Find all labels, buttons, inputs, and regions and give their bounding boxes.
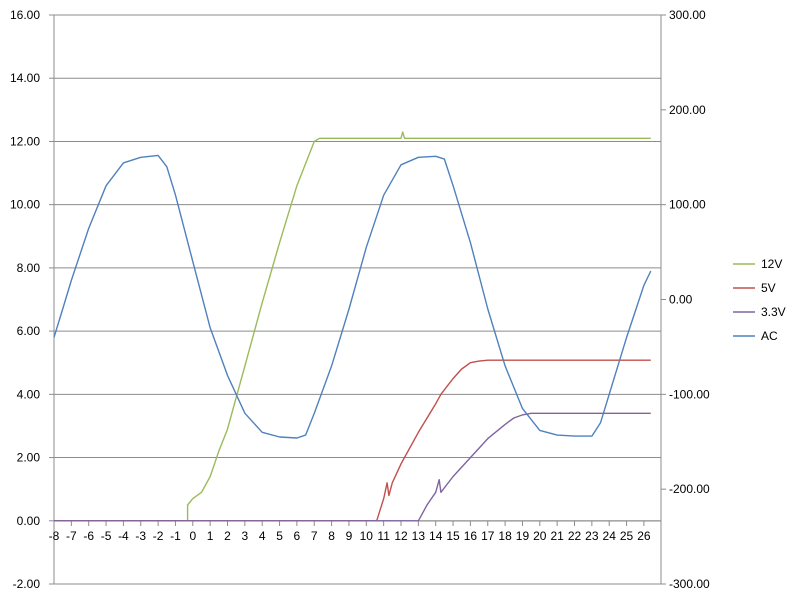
y-tick-label: 10.00 [10, 198, 40, 212]
x-tick-label: 9 [346, 529, 353, 543]
x-tick-label: 17 [481, 529, 495, 543]
x-tick-label: 1 [207, 529, 214, 543]
x-tick-label: -4 [118, 529, 129, 543]
x-tick-label: 11 [377, 529, 390, 543]
x-tick-label: 15 [446, 529, 460, 543]
x-tick-label: -5 [101, 529, 112, 543]
y-tick-label: 12.00 [10, 134, 40, 148]
y2-tick-label: -300.00 [669, 577, 710, 591]
series-lines [53, 131, 652, 522]
x-tick-label: 20 [533, 529, 547, 543]
x-tick-label: 13 [412, 529, 426, 543]
y2-tick-label: 0.00 [669, 293, 693, 307]
y-tick-label: 8.00 [17, 261, 41, 275]
x-tick-label: 3 [242, 529, 249, 543]
y-tick-label: 6.00 [17, 324, 41, 338]
x-tick-label: 16 [464, 529, 478, 543]
x-tick-label: 23 [585, 529, 599, 543]
x-tick-label: 24 [603, 529, 617, 543]
series-line-ac [53, 154, 652, 439]
x-tick-label: 14 [429, 529, 443, 543]
y-tick-label: 4.00 [17, 387, 41, 401]
x-tick-label: 4 [259, 529, 266, 543]
x-tick-label: 7 [311, 529, 318, 543]
y-tick-label: 14.00 [10, 71, 40, 85]
x-tick-label: 6 [294, 529, 301, 543]
x-tick-label: 5 [276, 529, 283, 543]
x-tick-label: 19 [516, 529, 530, 543]
series-line-3-3v [54, 412, 651, 522]
legend-label: 3.3V [761, 305, 786, 319]
x-tick-label: -1 [170, 529, 181, 543]
series-line-12v [54, 131, 651, 522]
x-tick-label: 21 [550, 529, 564, 543]
x-tick-label: 26 [637, 529, 651, 543]
y2-tick-label: -200.00 [669, 482, 710, 496]
x-tick-label: 2 [224, 529, 231, 543]
x-tick-label: -7 [66, 529, 77, 543]
x-tick-label: 22 [568, 529, 582, 543]
x-tick-label: 10 [360, 529, 374, 543]
tick-labels: -2.000.002.004.006.008.0010.0012.0014.00… [10, 8, 710, 591]
x-tick-label: 12 [394, 529, 408, 543]
x-tick-label: -8 [49, 529, 60, 543]
x-tick-label: 18 [498, 529, 512, 543]
legend: 12V 5V 3.3V AC [733, 257, 786, 343]
y2-tick-label: 300.00 [669, 8, 706, 22]
y-tick-label: 16.00 [10, 8, 40, 22]
y2-tick-label: 200.00 [669, 103, 706, 117]
legend-label: 5V [761, 281, 776, 295]
y-tick-label: 2.00 [17, 451, 41, 465]
x-tick-label: -2 [153, 529, 164, 543]
x-tick-label: 8 [328, 529, 335, 543]
y-tick-label: 0.00 [17, 514, 41, 528]
y2-tick-label: -100.00 [669, 387, 710, 401]
legend-label: 12V [761, 257, 782, 271]
legend-label: AC [761, 329, 778, 343]
x-tick-label: -3 [135, 529, 146, 543]
series-line-5v [54, 359, 651, 522]
x-tick-label: 0 [189, 529, 196, 543]
y2-tick-label: 100.00 [669, 198, 706, 212]
x-tick-label: 25 [620, 529, 634, 543]
x-tick-label: -6 [83, 529, 94, 543]
y-tick-label: -2.00 [13, 577, 41, 591]
